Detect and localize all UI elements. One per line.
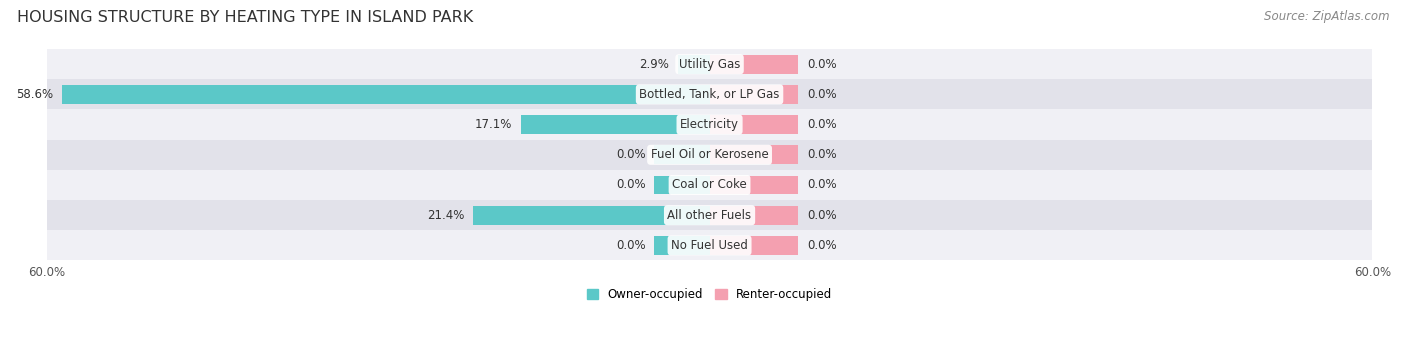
Bar (46, 140, 1372, 170)
Bar (710, 176, 799, 194)
Legend: Owner-occupied, Renter-occupied: Owner-occupied, Renter-occupied (586, 288, 832, 301)
Text: 0.0%: 0.0% (807, 88, 837, 101)
Bar (678, 55, 710, 74)
Text: 0.0%: 0.0% (807, 148, 837, 161)
Bar (46, 230, 1372, 261)
Text: 0.0%: 0.0% (807, 239, 837, 252)
Text: Coal or Coke: Coal or Coke (672, 178, 747, 192)
Bar (654, 146, 710, 164)
Text: 0.0%: 0.0% (616, 148, 645, 161)
Bar (46, 109, 1372, 140)
Bar (474, 206, 710, 225)
Text: 21.4%: 21.4% (427, 209, 464, 222)
Bar (654, 236, 710, 255)
Text: Electricity: Electricity (681, 118, 740, 131)
Bar (710, 206, 799, 225)
Text: 58.6%: 58.6% (17, 88, 53, 101)
Bar (46, 170, 1372, 200)
Bar (46, 49, 1372, 79)
Bar (46, 79, 1372, 109)
Bar (710, 236, 799, 255)
Text: 0.0%: 0.0% (616, 178, 645, 192)
Text: No Fuel Used: No Fuel Used (671, 239, 748, 252)
Text: Fuel Oil or Kerosene: Fuel Oil or Kerosene (651, 148, 769, 161)
Text: 0.0%: 0.0% (616, 239, 645, 252)
Bar (710, 85, 799, 104)
Text: All other Fuels: All other Fuels (668, 209, 752, 222)
Text: 0.0%: 0.0% (807, 209, 837, 222)
Text: 17.1%: 17.1% (474, 118, 512, 131)
Bar (654, 176, 710, 194)
Text: 0.0%: 0.0% (807, 118, 837, 131)
Bar (710, 115, 799, 134)
Bar (710, 55, 799, 74)
Text: HOUSING STRUCTURE BY HEATING TYPE IN ISLAND PARK: HOUSING STRUCTURE BY HEATING TYPE IN ISL… (17, 10, 474, 25)
Text: 2.9%: 2.9% (638, 58, 669, 71)
Text: 0.0%: 0.0% (807, 58, 837, 71)
Text: 0.0%: 0.0% (807, 178, 837, 192)
Bar (62, 85, 710, 104)
Text: Utility Gas: Utility Gas (679, 58, 740, 71)
Text: Bottled, Tank, or LP Gas: Bottled, Tank, or LP Gas (640, 88, 780, 101)
Bar (710, 146, 799, 164)
Bar (520, 115, 710, 134)
Text: Source: ZipAtlas.com: Source: ZipAtlas.com (1264, 10, 1389, 23)
Bar (46, 200, 1372, 230)
